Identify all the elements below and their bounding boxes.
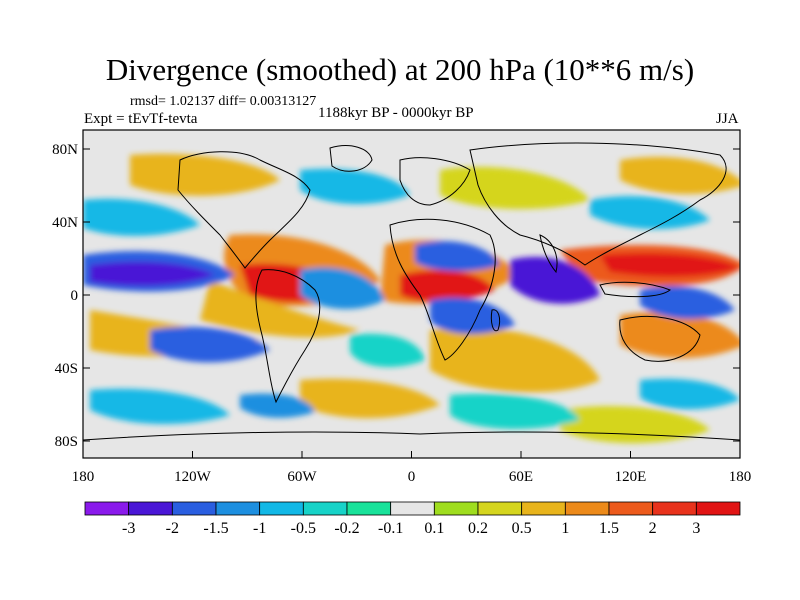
colorbar-label: 1.5 [599,520,619,537]
coastline-africa [389,218,496,361]
coastline-asia [469,142,727,266]
lon-tick-label: 60W [287,469,317,485]
lat-tick-label: 40S [55,361,78,377]
field-blob [620,156,740,195]
colorbar-label: 2 [648,520,657,537]
colorbar-label: 3 [692,520,701,537]
coastline-madagascar [490,309,501,332]
field-blob [510,256,600,304]
colorbar-segment [346,501,392,516]
colorbar-segment [521,501,566,516]
colorbar-segment [259,501,304,516]
colorbar-segment [84,501,130,516]
field-blob [150,326,270,363]
lon-tick-label: 180 [729,469,752,485]
colorbar-label: -2 [165,520,179,537]
field-blob [560,406,710,444]
field-blob [130,153,280,196]
colorbar-segment [302,501,348,516]
field-blob [240,393,315,418]
lat-tick-label: 80N [52,142,78,158]
field-blob [620,311,740,359]
colorbar-segment [608,501,654,516]
coastline-greenland [329,145,373,172]
coastline-north-america [177,151,311,269]
lon-tick-label: 0 [408,469,416,485]
field-blob [300,267,385,310]
colorbar-segment [390,501,435,516]
field-blob [300,378,440,419]
field-blob [90,261,215,286]
colorbar-segment [171,501,217,516]
colorbar [84,501,741,516]
lon-tick-label: 120W [174,469,212,485]
lon-tick-label: 120E [615,469,647,485]
coastlines [83,142,740,441]
lon-tick-label: 60E [509,469,533,485]
lat-tick-label: 80S [55,434,78,450]
map-title: Divergence (smoothed) at 200 hPa (10**6 … [105,52,695,87]
season-label: JJA [716,111,739,127]
field-blob [600,253,740,277]
colorbar-label: 0.1 [424,520,445,537]
field-blob [640,378,740,410]
colorbar-label: 0.5 [511,520,532,537]
colorbar-label: -1 [252,520,267,537]
field-blob [90,388,230,425]
stats-label: rmsd= 1.02137 diff= 0.00313127 [130,94,317,109]
field-blob [640,286,735,320]
field-blob [400,270,495,302]
colorbar-label: -3 [121,520,136,537]
period-label: 1188kyr BP - 0000kyr BP [318,105,474,121]
lon-tick-label: 180 [72,469,95,485]
colorbar-segment [128,501,173,516]
divergence-field [83,130,740,458]
lon-tick-marks [82,451,741,458]
field-blob [440,166,590,210]
colorbar-label: -0.1 [377,520,404,537]
colorbar-segment [215,501,261,516]
colorbar-segment [652,501,697,516]
field-blob [430,297,515,335]
field-blob [430,327,600,393]
coastline-india [539,234,558,274]
field-blob [300,168,410,205]
colorbar-segment [477,501,523,516]
experiment-label: Expt = tEvTf-tevta [84,111,198,127]
field-blob [200,280,360,338]
colorbar-segment [433,501,479,516]
colorbar-label: 1 [561,520,570,537]
field-blob [590,196,710,230]
coastline-antarctica [83,431,740,441]
lat-tick-label: 0 [71,288,79,304]
colorbar-label: 0.2 [468,520,488,537]
coastline-australia [619,315,701,362]
coastline-south-america [255,269,321,404]
lat-tick-marks [83,148,740,442]
field-blob [83,198,200,236]
field-blob [350,333,425,367]
colorbar-segment [564,501,610,516]
field-blob [450,393,580,430]
lat-tick-label: 40N [52,215,78,231]
colorbar-label: -0.2 [334,520,360,537]
coastline-europe [399,157,471,206]
colorbar-label: -1.5 [203,520,229,537]
field-blob [415,241,500,272]
coastline-indonesia [599,281,671,298]
colorbar-segment [695,501,741,516]
colorbar-label: -0.5 [290,520,316,537]
